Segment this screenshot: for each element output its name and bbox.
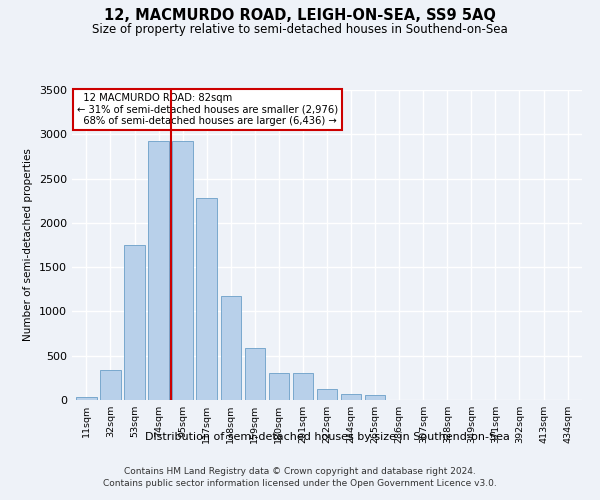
Bar bbox=[269, 374, 289, 400]
Bar bbox=[245, 348, 265, 400]
Bar bbox=[365, 394, 385, 400]
Text: Distribution of semi-detached houses by size in Southend-on-Sea: Distribution of semi-detached houses by … bbox=[145, 432, 509, 442]
Bar bbox=[148, 142, 169, 400]
Bar bbox=[341, 394, 361, 400]
Text: Size of property relative to semi-detached houses in Southend-on-Sea: Size of property relative to semi-detach… bbox=[92, 22, 508, 36]
Text: Contains public sector information licensed under the Open Government Licence v3: Contains public sector information licen… bbox=[103, 479, 497, 488]
Bar bbox=[196, 198, 217, 400]
Bar bbox=[317, 390, 337, 400]
Bar bbox=[124, 245, 145, 400]
Text: Contains HM Land Registry data © Crown copyright and database right 2024.: Contains HM Land Registry data © Crown c… bbox=[124, 468, 476, 476]
Bar bbox=[293, 374, 313, 400]
Bar bbox=[172, 142, 193, 400]
Text: 12, MACMURDO ROAD, LEIGH-ON-SEA, SS9 5AQ: 12, MACMURDO ROAD, LEIGH-ON-SEA, SS9 5AQ bbox=[104, 8, 496, 22]
Y-axis label: Number of semi-detached properties: Number of semi-detached properties bbox=[23, 148, 34, 342]
Bar bbox=[100, 370, 121, 400]
Bar bbox=[221, 296, 241, 400]
Text: 12 MACMURDO ROAD: 82sqm  
← 31% of semi-detached houses are smaller (2,976)
  68: 12 MACMURDO ROAD: 82sqm ← 31% of semi-de… bbox=[77, 93, 338, 126]
Bar bbox=[76, 398, 97, 400]
